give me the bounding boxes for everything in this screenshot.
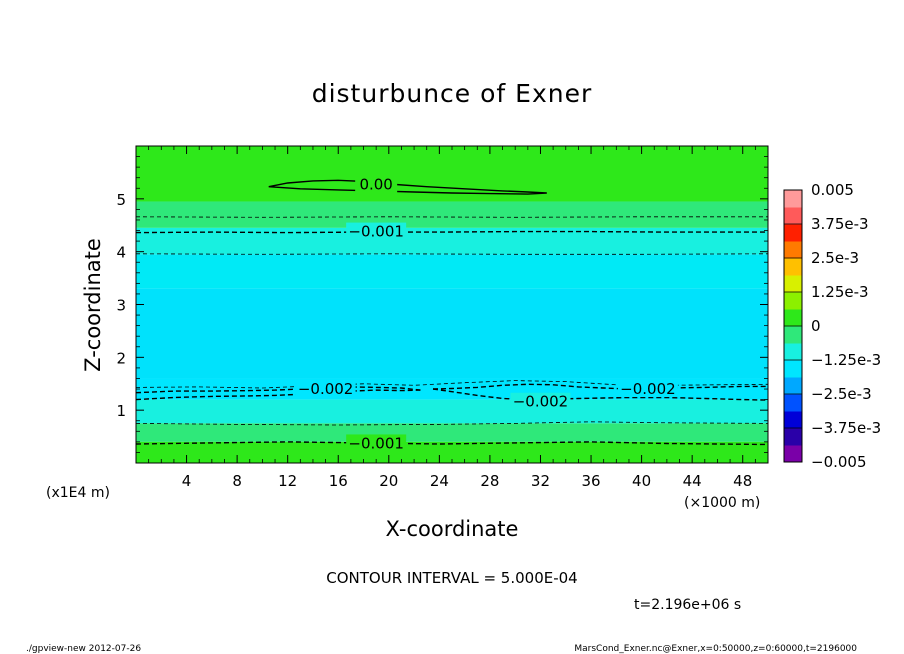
colorbar-tick-label: 0.005 (811, 181, 854, 199)
y-tick-label: 1 (116, 402, 126, 420)
colorbar-segment (784, 326, 802, 344)
contour-label: −0.002 (298, 380, 354, 398)
footer-left: ./gpview-new 2012-07-26 (26, 644, 141, 654)
colorbar-segment (784, 275, 802, 293)
x-tick-label: 44 (683, 472, 702, 490)
colorbar-segment (784, 241, 802, 259)
colorbar-segment (784, 207, 802, 225)
colorbar-segment (784, 445, 802, 463)
x-tick-label: 8 (232, 472, 242, 490)
contour-label: −0.002 (513, 393, 569, 411)
fill-band-6 (136, 400, 768, 424)
x-axis-label: X-coordinate (386, 517, 519, 541)
contour-label: −0.002 (620, 380, 676, 398)
x-unit-label: (×1000 m) (684, 495, 760, 511)
colorbar-tick-label: 2.5e-3 (811, 249, 859, 267)
colorbar-tick-label: −3.75e-3 (811, 419, 881, 437)
time-stamp: t=2.196e+06 s (634, 597, 741, 613)
x-tick-label: 24 (430, 472, 449, 490)
colorbar-tick-label: 1.25e-3 (811, 283, 869, 301)
colorbar-segment (784, 394, 802, 412)
x-tick-label: 48 (733, 472, 752, 490)
colorbar-tick-label: −1.25e-3 (811, 351, 881, 369)
colorbar-tick-label: −0.005 (811, 453, 867, 471)
contour-label: −0.001 (348, 434, 404, 452)
colorbar-segment (784, 377, 802, 395)
contour-label: −0.001 (348, 223, 404, 241)
y-axis-label: Z-coordinate (81, 238, 105, 372)
y-tick-label: 4 (116, 244, 126, 262)
footer-right: MarsCond_Exner.nc@Exner,x=0:50000,z=0:60… (574, 644, 857, 654)
y-tick-label: 5 (116, 191, 126, 209)
x-tick-label: 12 (278, 472, 297, 490)
y-unit-label: (x1E4 m) (46, 485, 110, 501)
y-tick-label: 3 (116, 297, 126, 315)
fill-band-1 (136, 201, 768, 227)
chart-title: disturbunce of Exner (312, 79, 593, 108)
colorbar-tick-label: 3.75e-3 (811, 215, 869, 233)
colorbar-tick-label: −2.5e-3 (811, 385, 872, 403)
x-tick-label: 16 (329, 472, 348, 490)
y-tick-label: 2 (116, 349, 126, 367)
x-tick-label: 36 (581, 472, 600, 490)
x-tick-label: 40 (632, 472, 651, 490)
colorbar-segment (784, 224, 802, 242)
x-tick-label: 20 (379, 472, 398, 490)
colorbar-tick-label: 0 (811, 317, 821, 335)
fill-band-4 (136, 289, 768, 379)
colorbar-segment (784, 411, 802, 429)
fill-band-3 (136, 254, 768, 288)
contour-interval-text: CONTOUR INTERVAL = 5.000E-04 (326, 569, 577, 587)
x-tick-label: 32 (531, 472, 550, 490)
colorbar-segment (784, 258, 802, 276)
x-tick-label: 4 (182, 472, 192, 490)
colorbar-segment (784, 428, 802, 446)
colorbar-segment (784, 309, 802, 327)
x-tick-label: 28 (480, 472, 499, 490)
contour-label: 0.00 (359, 176, 392, 194)
colorbar-segment (784, 292, 802, 310)
fill-band-7 (136, 423, 768, 441)
colorbar-segment (784, 343, 802, 361)
colorbar-segment (784, 190, 802, 208)
colorbar-segment (784, 360, 802, 378)
